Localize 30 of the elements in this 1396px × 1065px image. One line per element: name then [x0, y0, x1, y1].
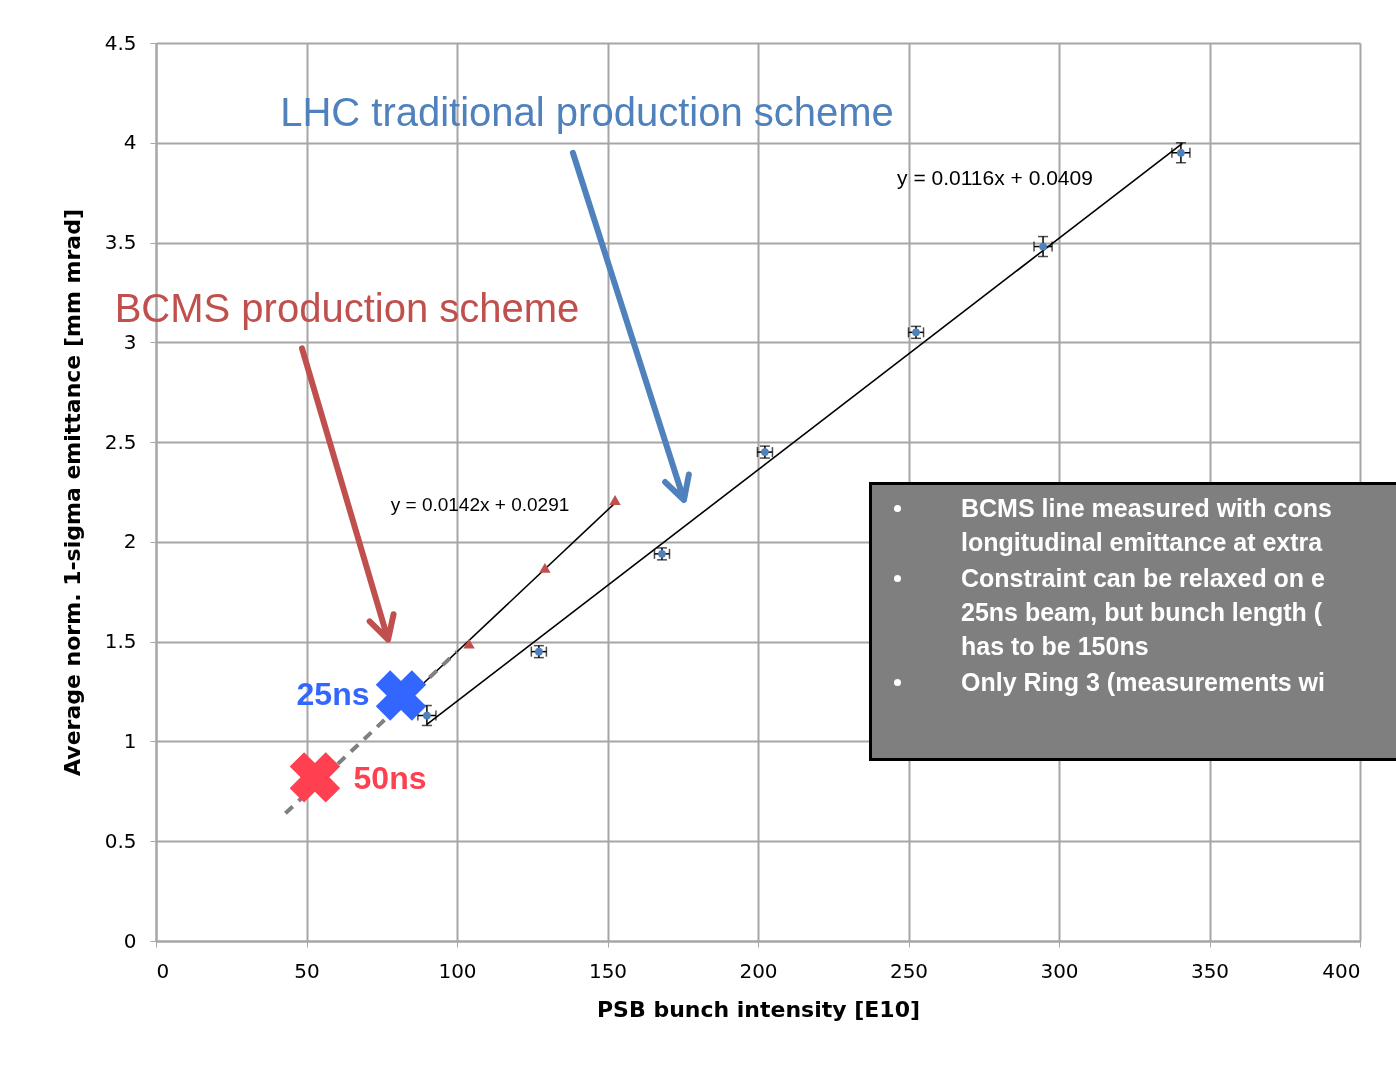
x-tick-label: 150	[588, 958, 628, 983]
annotation: 50ns	[353, 759, 427, 797]
y-tick-label: 0	[123, 928, 137, 953]
x-tick-label: 350	[1190, 958, 1230, 983]
y-tick-label: 1	[123, 728, 137, 753]
y-tick-label: 1.5	[104, 629, 137, 654]
annotation: LHC traditional production scheme	[280, 89, 894, 135]
y-tick-label: 2	[123, 529, 137, 554]
x-tick-label: 250	[889, 958, 929, 983]
annotation: Only Ring 3 (measurements wi	[961, 667, 1326, 698]
y-tick-label: 4.5	[104, 30, 137, 55]
annotation: Constraint can be relaxed on e 25ns beam, but bunch length ( has to be 150ns	[961, 563, 1326, 662]
x-tick-label: 0	[156, 958, 170, 983]
x-tick-label: 100	[438, 958, 477, 983]
x-tick-label: 200	[739, 958, 778, 983]
x-axis-title: PSB bunch intensity [E10]	[596, 996, 921, 1022]
y-tick-label: 3.5	[104, 230, 137, 255]
annotation: y = 0.0142x + 0.0291	[390, 494, 570, 516]
y-tick-label: 2.5	[104, 429, 137, 454]
annotation: BCMS line measured with cons longitudinal emittance at extra	[961, 493, 1333, 558]
y-tick-label: 4	[123, 130, 137, 155]
y-axis-title: Average norm. 1-sigma emittance [mm mrad]	[59, 209, 85, 776]
x-tick-label: 300	[1040, 958, 1079, 983]
y-tick-label: 3	[123, 329, 137, 354]
x-tick-label: 400	[1322, 958, 1361, 983]
annotation: y = 0.0116x + 0.0409	[897, 166, 1093, 190]
annotation: 25ns	[296, 675, 370, 713]
x-tick-label: 50	[294, 958, 320, 983]
annotation: BCMS production scheme	[114, 285, 580, 331]
y-tick-label: 0.5	[104, 828, 137, 853]
